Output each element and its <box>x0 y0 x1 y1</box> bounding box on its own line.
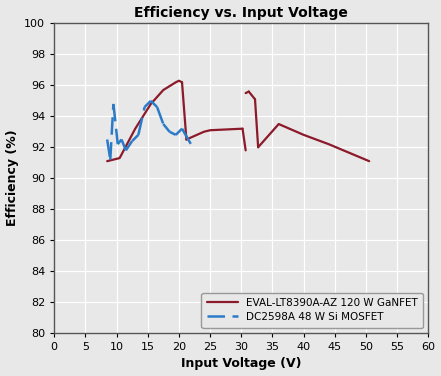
EVAL-LT8390A-AZ 120 W GaNFET <box>133 126 138 131</box>
EVAL-LT8390A-AZ 120 W GaNFET <box>117 156 122 160</box>
EVAL-LT8390A-AZ 120 W GaNFET <box>161 88 166 92</box>
Line: EVAL-LT8390A-AZ 120 W GaNFET: EVAL-LT8390A-AZ 120 W GaNFET <box>107 81 182 161</box>
DC2598A 48 W Si MOSFET <box>108 158 113 162</box>
EVAL-LT8390A-AZ 120 W GaNFET <box>105 159 110 164</box>
EVAL-LT8390A-AZ 120 W GaNFET <box>176 79 182 83</box>
Y-axis label: Efficiency (%): Efficiency (%) <box>6 130 19 226</box>
EVAL-LT8390A-AZ 120 W GaNFET <box>179 80 185 85</box>
Title: Efficiency vs. Input Voltage: Efficiency vs. Input Voltage <box>135 6 348 20</box>
Legend: EVAL-LT8390A-AZ 120 W GaNFET, DC2598A 48 W Si MOSFET: EVAL-LT8390A-AZ 120 W GaNFET, DC2598A 48… <box>202 293 423 327</box>
EVAL-LT8390A-AZ 120 W GaNFET <box>173 80 179 85</box>
DC2598A 48 W Si MOSFET <box>105 137 110 142</box>
X-axis label: Input Voltage (V): Input Voltage (V) <box>181 358 302 370</box>
Line: DC2598A 48 W Si MOSFET: DC2598A 48 W Si MOSFET <box>107 139 110 160</box>
EVAL-LT8390A-AZ 120 W GaNFET <box>148 102 153 106</box>
